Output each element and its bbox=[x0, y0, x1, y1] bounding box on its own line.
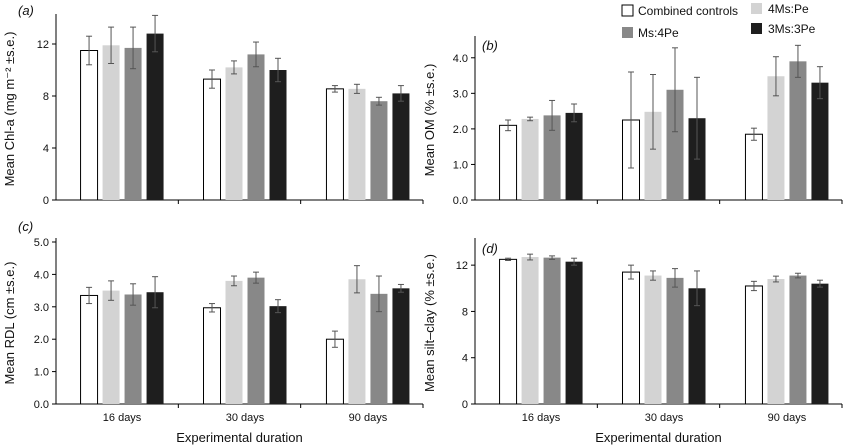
bar bbox=[247, 54, 265, 201]
bar bbox=[666, 277, 684, 404]
bar bbox=[325, 88, 344, 201]
panel-label: (c) bbox=[18, 219, 33, 234]
bar bbox=[644, 111, 662, 200]
bar bbox=[203, 307, 222, 405]
bar bbox=[325, 338, 344, 405]
bar bbox=[521, 257, 539, 404]
y-tick-label: 4 bbox=[462, 353, 468, 365]
legend-swatch-ms-4pe bbox=[622, 27, 633, 38]
bar bbox=[666, 89, 684, 200]
bar bbox=[124, 47, 142, 201]
legend-swatch-combined-controls bbox=[621, 4, 634, 17]
y-tick-label: 1.0 bbox=[34, 367, 49, 379]
legend-label-3ms-3pe: 3Ms:3Pe bbox=[768, 22, 816, 36]
bar bbox=[370, 101, 388, 200]
legend-label-combined-controls: Combined controls bbox=[638, 4, 738, 18]
bar bbox=[203, 78, 222, 201]
y-tick-label: 4.0 bbox=[453, 53, 468, 65]
bar bbox=[644, 275, 662, 404]
x-axis-title: Experimental duration bbox=[595, 430, 721, 445]
y-tick-label: 0.0 bbox=[34, 399, 49, 411]
y-tick-label: 0 bbox=[462, 399, 468, 411]
bar bbox=[80, 294, 99, 405]
y-tick-label: 3.0 bbox=[453, 88, 468, 100]
legend: Combined controls 4Ms:Pe Ms:4Pe 3Ms:3Pe bbox=[621, 2, 816, 40]
legend-swatch-4ms-pe bbox=[751, 3, 762, 14]
bar bbox=[811, 283, 829, 404]
legend-item-ms-4pe: Ms:4Pe bbox=[622, 26, 679, 40]
y-tick-label: 4 bbox=[43, 143, 49, 155]
bar bbox=[269, 70, 287, 200]
panel-label: (a) bbox=[18, 3, 34, 18]
chart-panel-3: 0.0 1.0 2.0 3.0 4.0 5.0(c) Mean RDL (cm ±s.e.)… bbox=[2, 219, 424, 445]
bar bbox=[247, 277, 265, 404]
bar bbox=[744, 285, 763, 405]
bar bbox=[348, 279, 366, 404]
bar bbox=[565, 261, 583, 404]
chart-panel-4: 0 4 8 12 (d) Mean silt–clay (% ±s.e.) 16 days 3… bbox=[422, 238, 843, 445]
bar bbox=[124, 294, 142, 404]
bar bbox=[767, 279, 785, 404]
legend-item-combined-controls: Combined controls bbox=[621, 4, 738, 18]
legend-swatch-3ms-3pe bbox=[751, 23, 762, 34]
chart-panel-2: 0.0 1.0 2.0 3.0 4.0 (b) Mean OM (% ±s.e.) bbox=[422, 36, 843, 207]
y-axis-title: Mean OM (% ±s.e.) bbox=[422, 64, 437, 177]
y-axis-title: Mean RDL (cm ±s.e.) bbox=[2, 262, 17, 385]
bar bbox=[622, 271, 641, 405]
x-tick-label: 30 days bbox=[226, 412, 265, 424]
bar bbox=[146, 33, 164, 200]
y-tick-label: 0.0 bbox=[453, 195, 468, 207]
x-tick-label: 90 days bbox=[349, 412, 388, 424]
bar bbox=[565, 112, 583, 200]
bar bbox=[146, 292, 164, 404]
y-tick-label: 1.0 bbox=[453, 159, 468, 171]
y-tick-label: 5.0 bbox=[34, 237, 49, 249]
bar bbox=[392, 93, 410, 200]
bar bbox=[543, 115, 561, 200]
bar bbox=[269, 306, 287, 404]
bar bbox=[767, 76, 785, 200]
panel-label: (d) bbox=[482, 241, 498, 256]
bar bbox=[348, 88, 366, 200]
y-tick-label: 4.0 bbox=[34, 269, 49, 281]
y-tick-label: 12 bbox=[37, 39, 49, 51]
x-tick-label: 90 days bbox=[768, 412, 807, 424]
bar bbox=[225, 67, 243, 201]
legend-label-ms-4pe: Ms:4Pe bbox=[638, 26, 679, 40]
y-tick-label: 2.0 bbox=[34, 334, 49, 346]
legend-item-3ms-3pe: 3Ms:3Pe bbox=[751, 22, 816, 36]
bar bbox=[392, 288, 410, 404]
bar bbox=[225, 280, 243, 404]
bar bbox=[102, 45, 120, 200]
y-tick-label: 2.0 bbox=[453, 124, 468, 136]
y-tick-label: 0 bbox=[43, 195, 49, 207]
bar bbox=[789, 61, 807, 201]
bar bbox=[543, 257, 561, 404]
bar bbox=[102, 290, 120, 404]
y-tick-label: 12 bbox=[456, 260, 468, 272]
y-tick-label: 8 bbox=[462, 306, 468, 318]
panel-label: (b) bbox=[482, 38, 498, 53]
x-tick-label: 16 days bbox=[522, 412, 561, 424]
bar bbox=[370, 293, 388, 404]
y-tick-label: 8 bbox=[43, 91, 49, 103]
bar bbox=[80, 50, 99, 201]
bar bbox=[521, 118, 539, 200]
chart-panel-1: 0 4 8 12 (a)Mean Chl-a (mg m⁻² ±s.e.) bbox=[2, 3, 424, 207]
x-tick-label: 30 days bbox=[645, 412, 684, 424]
y-axis-title: Mean Chl-a (mg m⁻² ±s.e.) bbox=[2, 32, 17, 187]
y-axis-title: Mean silt–clay (% ±s.e.) bbox=[422, 254, 437, 392]
legend-item-4ms-pe: 4Ms:Pe bbox=[751, 2, 809, 16]
x-axis-title: Experimental duration bbox=[176, 430, 302, 445]
bar bbox=[811, 82, 829, 200]
x-tick-label: 16 days bbox=[103, 412, 142, 424]
bar bbox=[499, 258, 518, 405]
legend-label-4ms-pe: 4Ms:Pe bbox=[768, 2, 809, 16]
bar bbox=[789, 275, 807, 404]
bar bbox=[499, 124, 518, 201]
bar bbox=[688, 288, 706, 404]
y-tick-label: 3.0 bbox=[34, 302, 49, 314]
bar bbox=[744, 133, 763, 201]
